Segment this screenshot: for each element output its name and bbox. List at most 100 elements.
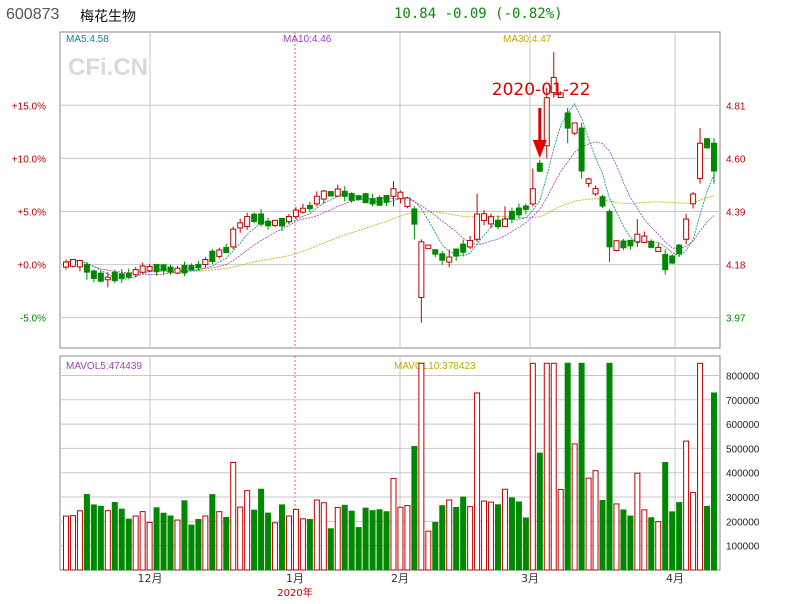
candle-body: [515, 207, 522, 216]
candle-body: [90, 270, 97, 279]
volume-bar: [265, 512, 272, 571]
volume-bar: [251, 509, 258, 571]
month-label: 1月: [286, 572, 304, 585]
candle-body: [397, 191, 404, 200]
candle-body: [125, 272, 132, 278]
right-axis-tick-label: 4.39: [726, 207, 746, 218]
volume-bar: [543, 362, 550, 571]
candle-body: [104, 276, 111, 281]
volume-bar: [383, 511, 390, 571]
volume-bar: [376, 509, 383, 571]
volume-bar: [341, 504, 348, 571]
candle-body: [76, 260, 83, 268]
volume-bar: [655, 521, 662, 571]
volume-bar: [223, 516, 230, 571]
candle-body: [181, 264, 188, 274]
volume-bar: [160, 512, 167, 571]
volume-bar: [648, 517, 655, 571]
annotation-label: 2020-01-22: [492, 80, 591, 100]
candle-body: [648, 240, 655, 248]
volume-bar: [362, 507, 369, 571]
volume-bar: [174, 519, 181, 571]
volume-bar: [495, 504, 501, 571]
candle-body: [578, 127, 585, 172]
volume-bar: [508, 497, 515, 571]
volume-bar: [327, 528, 334, 571]
ma10-line: [65, 141, 715, 276]
candle-body: [641, 235, 648, 244]
candle-body: [411, 208, 418, 225]
volume-bar: [446, 499, 453, 571]
volume-bar: [460, 496, 467, 571]
price-legend-2: MA30:4.47: [503, 34, 552, 45]
stock-name: 梅花生物: [80, 9, 136, 25]
volume-bar: [153, 507, 160, 571]
candle-body: [522, 205, 529, 210]
candle-body: [662, 253, 669, 271]
volume-bar: [313, 499, 320, 571]
candle-body: [460, 243, 467, 253]
candle-body: [508, 210, 515, 220]
candle-body: [69, 259, 76, 267]
volume-bar: [557, 488, 564, 571]
candle-body: [202, 259, 209, 266]
candle-body: [334, 188, 341, 197]
candle-body: [265, 220, 272, 227]
candle-body: [272, 219, 279, 226]
volume-bar: [467, 506, 474, 571]
volume-bar: [118, 508, 125, 571]
volume-bar: [369, 510, 376, 571]
month-label: 4月: [666, 572, 684, 585]
candle-body: [390, 188, 397, 197]
right-axis-tick-label: 4.81: [726, 101, 746, 112]
candle-body: [63, 261, 69, 268]
volume-bar: [474, 392, 481, 571]
volume-bar: [585, 477, 592, 571]
volume-bar: [272, 522, 279, 571]
volume-bar: [111, 501, 118, 571]
volume-bar: [411, 445, 418, 571]
volume-bar: [90, 504, 97, 571]
candle-body: [690, 193, 697, 205]
candle-body: [216, 249, 223, 257]
volume-bar: [536, 452, 543, 571]
volume-bar: [397, 506, 404, 571]
candle-body: [376, 196, 383, 206]
candle-body: [279, 217, 285, 227]
price-quote: 10.84 -0.09 (-0.82%): [394, 6, 563, 22]
month-label: 2月: [391, 572, 409, 585]
candle-body: [439, 253, 446, 261]
volume-bar: [167, 515, 174, 571]
candle-body: [292, 209, 299, 218]
annotation-arrow-head: [532, 140, 547, 158]
candle-body: [446, 256, 453, 263]
candle-body: [627, 239, 634, 247]
volume-bar: [704, 505, 711, 571]
volume-bar: [690, 492, 697, 571]
candle-body: [655, 246, 662, 252]
candle-body: [327, 191, 334, 197]
volume-bar: [676, 502, 683, 571]
volume-bar: [125, 518, 132, 571]
price-panel: [59, 31, 721, 349]
candle-body: [418, 241, 425, 298]
volume-bar: [230, 462, 237, 571]
candle-body: [669, 255, 676, 264]
volume-tick-label: 400000: [726, 469, 760, 480]
volume-bar: [697, 362, 704, 571]
volume-bar: [244, 490, 251, 571]
candle-body: [146, 265, 153, 272]
volume-bar: [620, 509, 627, 571]
left-axis-tick-label: +5.0%: [17, 207, 46, 218]
volume-bar: [564, 362, 571, 571]
right-axis-tick-label: 3.97: [726, 314, 746, 325]
candle-body: [383, 195, 390, 203]
right-axis-tick-label: 4.18: [726, 261, 746, 272]
volume-tick-label: 800000: [726, 371, 760, 382]
left-axis-tick-label: +15.0%: [12, 101, 46, 112]
volume-bar: [292, 508, 299, 571]
candle-body: [285, 216, 292, 223]
volume-bar: [662, 462, 669, 571]
